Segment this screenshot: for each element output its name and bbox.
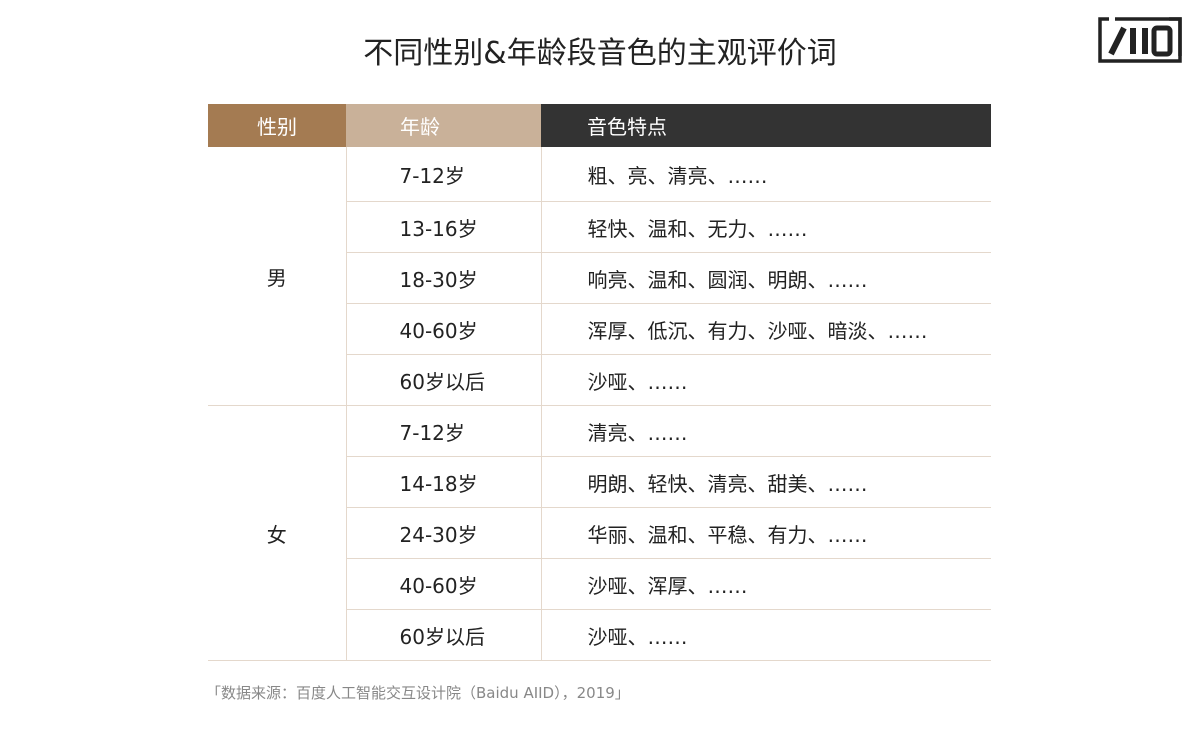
table-row: 13-16岁 轻快、温和、无力、…… (208, 201, 991, 253)
traits-cell: 清亮、…… (541, 405, 991, 457)
table-row: 女 7-12岁 清亮、…… (208, 405, 991, 661)
gender-cell: 女 (208, 405, 347, 661)
age-cell: 40-60岁 (346, 303, 542, 355)
age-cell: 24-30岁 (346, 507, 542, 559)
source-note: 「数据来源：百度人工智能交互设计院（Baidu AIID），2019」 (206, 684, 630, 702)
table-row: 60岁以后 沙哑、…… (208, 354, 991, 406)
traits-cell: 沙哑、浑厚、…… (541, 558, 991, 610)
gender-cell: 男 (208, 147, 347, 406)
traits-cell: 华丽、温和、平稳、有力、…… (541, 507, 991, 559)
aiid-logo (1098, 17, 1182, 63)
page-title: 不同性别&年龄段音色的主观评价词 (363, 36, 837, 71)
table-row: 24-30岁 华丽、温和、平稳、有力、…… (208, 507, 991, 559)
traits-cell: 浑厚、低沉、有力、沙哑、暗淡、…… (541, 303, 991, 355)
age-cell: 13-16岁 (346, 201, 542, 253)
table-row: 男 7-12岁 粗、亮、清亮、…… (208, 147, 991, 406)
traits-cell: 沙哑、…… (541, 609, 991, 661)
traits-cell: 沙哑、…… (541, 354, 991, 406)
age-cell: 60岁以后 (346, 354, 542, 406)
traits-cell: 响亮、温和、圆润、明朗、…… (541, 252, 991, 304)
table-row: 18-30岁 响亮、温和、圆润、明朗、…… (208, 252, 991, 304)
table-row: 14-18岁 明朗、轻快、清亮、甜美、…… (208, 456, 991, 508)
age-cell: 18-30岁 (346, 252, 542, 304)
voice-traits-table: 性别 年龄 音色特点 男 7-12岁 粗、亮、清亮、…… 13-16岁 轻快、温和、无力… (208, 104, 991, 661)
header-traits: 音色特点 (541, 104, 991, 147)
age-cell: 14-18岁 (346, 456, 542, 508)
traits-cell: 明朗、轻快、清亮、甜美、…… (541, 456, 991, 508)
traits-cell: 粗、亮、清亮、…… (541, 147, 991, 202)
traits-cell: 轻快、温和、无力、…… (541, 201, 991, 253)
age-cell: 7-12岁 (346, 147, 542, 202)
table-header: 性别 年龄 音色特点 (208, 104, 991, 147)
header-age: 年龄 (346, 104, 541, 147)
header-gender: 性别 (208, 104, 346, 147)
table-row: 60岁以后 沙哑、…… (208, 609, 991, 661)
age-cell: 40-60岁 (346, 558, 542, 610)
table-row: 40-60岁 浑厚、低沉、有力、沙哑、暗淡、…… (208, 303, 991, 355)
age-cell: 7-12岁 (346, 405, 542, 457)
table-row: 40-60岁 沙哑、浑厚、…… (208, 558, 991, 610)
age-cell: 60岁以后 (346, 609, 542, 661)
